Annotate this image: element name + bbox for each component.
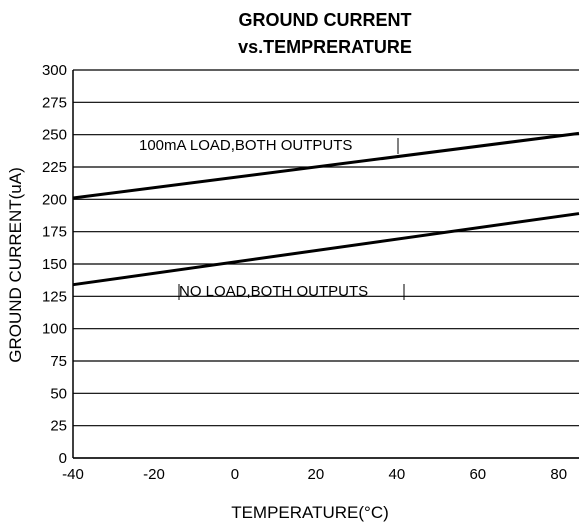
y-tick-label-0: 0 — [59, 450, 67, 467]
x-tick-label-0: 0 — [231, 466, 239, 483]
horizontal-gridlines — [73, 69, 579, 459]
x-tick-label-60: 60 — [469, 466, 486, 483]
y-tick-label-175: 175 — [42, 224, 67, 241]
data-series — [72, 131, 580, 287]
y-tick-label-50: 50 — [50, 385, 67, 402]
chart-title-line-1: GROUND CURRENT — [239, 10, 412, 30]
y-tick-label-150: 150 — [42, 256, 67, 273]
y-tick-label-225: 225 — [42, 159, 67, 176]
y-tick-label-275: 275 — [42, 94, 67, 111]
x-axis-label: TEMPERATURE(°C) — [231, 503, 389, 522]
series-line-2 — [72, 212, 580, 287]
x-tick-label--40: -40 — [62, 466, 84, 483]
x-tick-labels: -40 -20 0 20 40 60 80 — [62, 466, 567, 483]
y-tick-label-200: 200 — [42, 191, 67, 208]
y-tick-label-100: 100 — [42, 321, 67, 338]
y-tick-label-300: 300 — [42, 62, 67, 79]
chart-title-line-2: vs.TEMPRERATURE — [238, 37, 412, 57]
x-tick-label-40: 40 — [388, 466, 405, 483]
x-tick-label--20: -20 — [143, 466, 165, 483]
plot-frame — [72, 70, 579, 459]
x-tick-label-20: 20 — [308, 466, 325, 483]
y-tick-label-25: 25 — [50, 418, 67, 435]
y-tick-labels: 0 25 50 75 100 125 150 175 200 225 250 275 300 — [42, 62, 67, 467]
annotation-100ma-load: 100mA LOAD,BOTH OUTPUTS — [139, 137, 352, 154]
x-tick-label-80: 80 — [550, 466, 567, 483]
y-tick-label-75: 75 — [50, 353, 67, 370]
y-tick-label-125: 125 — [42, 288, 67, 305]
y-tick-label-250: 250 — [42, 127, 67, 144]
series-line-1 — [72, 131, 580, 200]
y-axis-label: GROUND CURRENT(uA) — [6, 167, 25, 363]
annotation-no-load: NO LOAD,BOTH OUTPUTS — [179, 283, 368, 300]
series-annotations: 100mA LOAD,BOTH OUTPUTS NO LOAD,BOTH OUTP… — [139, 137, 405, 300]
